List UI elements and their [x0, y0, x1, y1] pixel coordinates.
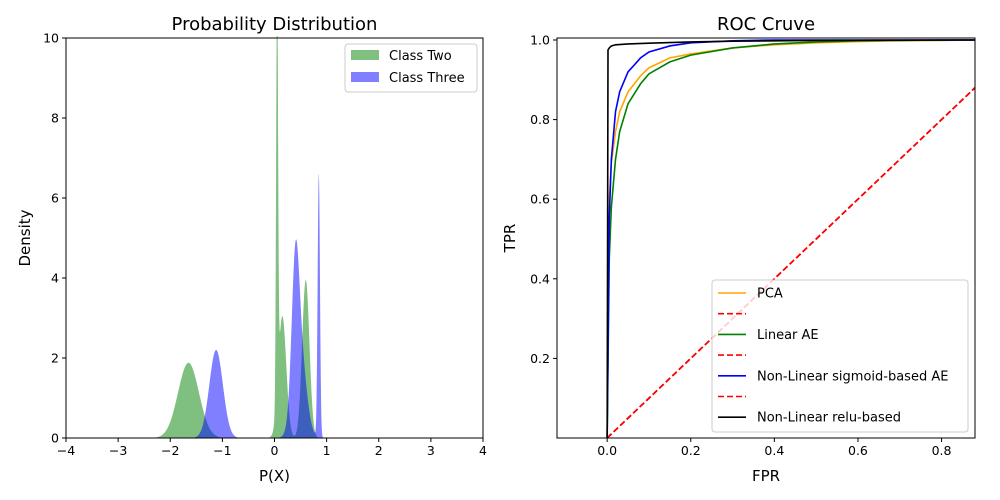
x-tick-label: 0.6 [848, 443, 868, 458]
density-area-class-three [66, 174, 483, 438]
roc-x-ticks: 0.0 0.2 0.4 0.6 0.8 [597, 438, 952, 458]
x-tick-label: 0.4 [764, 443, 784, 458]
roc-lines [606, 39, 975, 438]
y-tick-label: 2 [51, 351, 59, 366]
density-x-label: P(X) [259, 467, 290, 485]
roc-legend-label: Linear AE [757, 328, 819, 343]
density-plot-frame [65, 37, 484, 439]
y-tick-label: 1.0 [530, 32, 550, 47]
x-tick-label: 1 [323, 443, 331, 458]
roc-y-ticks: 0.2 0.4 0.6 0.8 1.0 [530, 32, 557, 366]
density-legend: Class Two Class Three [344, 43, 478, 93]
density-chart-title: Probability Distribution [172, 14, 378, 35]
x-tick-label: 4 [479, 443, 487, 458]
roc-legend-label: PCA [757, 287, 783, 302]
x-tick-label: −1 [213, 443, 231, 458]
density-chart: Probability Distribution −4 −3 −2 −1 0 1 2 3 4 0… [16, 14, 487, 485]
x-tick-label: 2 [375, 443, 383, 458]
x-tick-label: 0.8 [932, 443, 952, 458]
density-areas [66, 36, 483, 438]
roc-diagonal-line [606, 87, 975, 438]
roc-chart: ROC Cruve 0.0 0.2 0.4 0.6 0.8 0.2 0.4 0.6 0.8 1.… [501, 14, 976, 485]
x-tick-label: 0.0 [597, 443, 617, 458]
roc-legend-label: Non-Linear relu-based [757, 411, 901, 426]
density-area-class-two [66, 36, 483, 438]
y-tick-label: 8 [51, 111, 59, 126]
x-tick-label: 3 [427, 443, 435, 458]
x-tick-label: −2 [161, 443, 179, 458]
x-tick-label: 0 [271, 443, 279, 458]
roc-plot-frame [556, 37, 976, 439]
roc-legend-label: Non-Linear sigmoid-based AE [757, 369, 948, 384]
y-tick-label: 0.6 [530, 192, 550, 207]
x-tick-label: −3 [109, 443, 127, 458]
x-tick-label: 0.2 [681, 443, 701, 458]
y-tick-label: 6 [51, 191, 59, 206]
y-tick-label: 0.4 [530, 271, 550, 286]
legend-swatch-class-three [351, 72, 379, 82]
x-tick-label: −4 [57, 443, 75, 458]
roc-chart-title: ROC Cruve [717, 14, 815, 35]
y-tick-label: 0 [51, 431, 59, 446]
legend-label-class-three: Class Three [389, 71, 465, 86]
density-x-ticks: −4 −3 −2 −1 0 1 2 3 4 [57, 438, 487, 458]
density-y-ticks: 0 2 4 6 8 10 [43, 31, 66, 446]
legend-swatch-class-two [351, 50, 379, 60]
roc-legend: PCA Linear AE Non-Linear sigmoid-based AE N… [711, 279, 969, 433]
roc-line-non-linear-relu-based [606, 39, 975, 438]
roc-y-label: TPR [501, 224, 519, 254]
roc-legend-box [711, 279, 969, 433]
y-tick-label: 0.8 [530, 112, 550, 127]
y-tick-label: 10 [43, 31, 59, 46]
y-tick-label: 0.2 [530, 351, 550, 366]
roc-x-label: FPR [752, 467, 780, 485]
y-tick-label: 4 [51, 271, 59, 286]
density-y-label: Density [16, 209, 34, 266]
legend-label-class-two: Class Two [389, 49, 452, 64]
